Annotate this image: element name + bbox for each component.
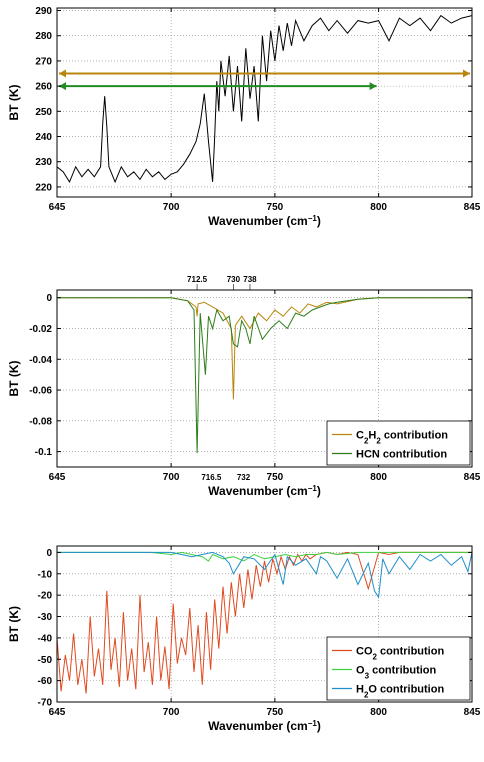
top-marker-label: 738 <box>243 275 257 284</box>
y-tick-label: 0 <box>46 293 52 304</box>
legend-label-1-part: H <box>368 430 376 442</box>
legend-label-3-part: O <box>368 684 377 696</box>
legend-label-2-part: contribution <box>369 665 436 677</box>
y-tick-label: 280 <box>35 31 52 42</box>
x-axis-label-part: −1 <box>308 484 318 493</box>
arrowhead-left <box>59 82 66 91</box>
series-line-1 <box>57 551 472 694</box>
x-axis-label-part: −1 <box>308 719 318 728</box>
y-tick-label: -0.06 <box>29 386 52 397</box>
top-marker-label: 712.5 <box>187 275 208 284</box>
x-axis-label-part: ) <box>317 214 321 228</box>
legend-label-2-part: O <box>356 665 365 677</box>
legend-box <box>326 420 471 466</box>
y-tick-label: -40 <box>38 633 53 644</box>
y-tick-label: 240 <box>35 132 52 143</box>
x-tick-label: 645 <box>49 707 66 718</box>
x-axis-label-part: Wavenumber (cm <box>208 214 308 228</box>
bottom-marker-label: 716.5 <box>201 473 222 482</box>
top-marker-label: 730 <box>227 275 241 284</box>
x-tick-label: 700 <box>163 202 180 213</box>
x-tick-label: 750 <box>267 202 284 213</box>
x-axis-label: Wavenumber (cm−1) <box>208 719 321 734</box>
y-tick-label: -30 <box>38 612 53 623</box>
x-tick-label: 750 <box>267 472 284 483</box>
series-line-3 <box>57 551 472 599</box>
y-tick-label: 230 <box>35 157 52 168</box>
x-tick-label: 645 <box>49 472 66 483</box>
x-tick-label: 845 <box>464 202 481 213</box>
legend-label-2: O3 contribution <box>356 665 437 681</box>
chart-panel-2: 645 700 750 800 845 0 -0.02 -0.04 -0.06 -0.08 -0.1… <box>7 275 481 498</box>
y-tick-label: 0 <box>46 548 52 559</box>
legend-label-1: CO2 contribution <box>356 646 444 662</box>
x-tick-label: 645 <box>49 202 66 213</box>
y-tick-label: -0.04 <box>29 355 52 366</box>
y-tick-label: -60 <box>38 676 53 687</box>
chart-panel-1: 645 700 750 800 845 220 230 240 250 260 270 280 290 W… <box>7 6 481 228</box>
arrowhead-right <box>369 82 377 91</box>
arrowhead-right <box>463 69 470 78</box>
legend-label-2-part: HCN contribution <box>356 449 447 461</box>
y-tick-label: 260 <box>35 82 52 93</box>
x-axis-label-part: ) <box>317 719 321 733</box>
y-tick-label: 270 <box>35 56 52 67</box>
y-axis-label: BT (K) <box>7 606 21 642</box>
plot-frame <box>56 545 473 703</box>
series-line-1 <box>57 14 472 184</box>
x-axis-label-part: −1 <box>308 214 318 223</box>
x-axis-label: Wavenumber (cm−1) <box>208 214 321 229</box>
x-tick-label: 845 <box>464 707 481 718</box>
x-tick-label: 750 <box>267 707 284 718</box>
legend-label-3-part: contribution <box>377 684 444 696</box>
legend-label-3-part: 2 <box>364 690 369 699</box>
x-tick-label: 700 <box>163 472 180 483</box>
legend-label-1-part: CO <box>356 646 373 658</box>
bottom-marker-label: 732 <box>237 473 251 482</box>
x-tick-label: 800 <box>370 202 387 213</box>
plot-frame <box>56 7 473 198</box>
legend-label-1-part: contribution <box>381 430 448 442</box>
y-tick-label: -0.02 <box>29 324 52 335</box>
x-tick-label: 800 <box>370 472 387 483</box>
series-line-2 <box>57 297 472 454</box>
legend-label-2: HCN contribution <box>356 449 447 461</box>
x-axis-label-part: Wavenumber (cm <box>208 719 308 733</box>
plot-frame <box>56 289 473 468</box>
y-tick-label: -10 <box>38 569 53 580</box>
chart-panel-3: 645 700 750 800 845 0 -10 -20 -30 -40 -50 -60 -70 Wav… <box>7 545 481 734</box>
series-line-1 <box>57 297 472 400</box>
y-tick-label: -20 <box>38 591 53 602</box>
y-tick-label: 220 <box>35 182 52 193</box>
arrowhead-left <box>59 69 66 78</box>
legend-box <box>326 636 471 701</box>
x-tick-label: 845 <box>464 472 481 483</box>
y-tick-label: -0.1 <box>35 447 53 458</box>
legend-label-1: C2H2 contribution <box>356 430 448 446</box>
legend-label-1-part: 2 <box>373 652 378 661</box>
legend-label-3: H2O contribution <box>356 684 444 700</box>
x-tick-label: 800 <box>370 707 387 718</box>
legend-label-1-part: contribution <box>377 646 444 658</box>
y-tick-label: -50 <box>38 655 53 666</box>
legend-label-1-part: 2 <box>376 436 381 445</box>
x-axis-label: Wavenumber (cm−1) <box>208 484 321 499</box>
legend-label-2-part: 3 <box>365 671 370 680</box>
y-tick-label: 250 <box>35 107 52 118</box>
y-tick-label: -70 <box>38 698 53 709</box>
x-axis-label-part: Wavenumber (cm <box>208 484 308 498</box>
x-tick-label: 700 <box>163 707 180 718</box>
x-axis-label-part: ) <box>317 484 321 498</box>
legend-label-3-part: H <box>356 684 364 696</box>
y-axis-label: BT (K) <box>7 361 21 397</box>
legend-label-1-part: C <box>356 430 364 442</box>
y-tick-label: -0.08 <box>29 416 52 427</box>
y-axis-label: BT (K) <box>7 85 21 121</box>
series-line-2 <box>57 551 472 562</box>
y-tick-label: 290 <box>35 6 52 17</box>
legend-label-1-part: 2 <box>364 436 369 445</box>
